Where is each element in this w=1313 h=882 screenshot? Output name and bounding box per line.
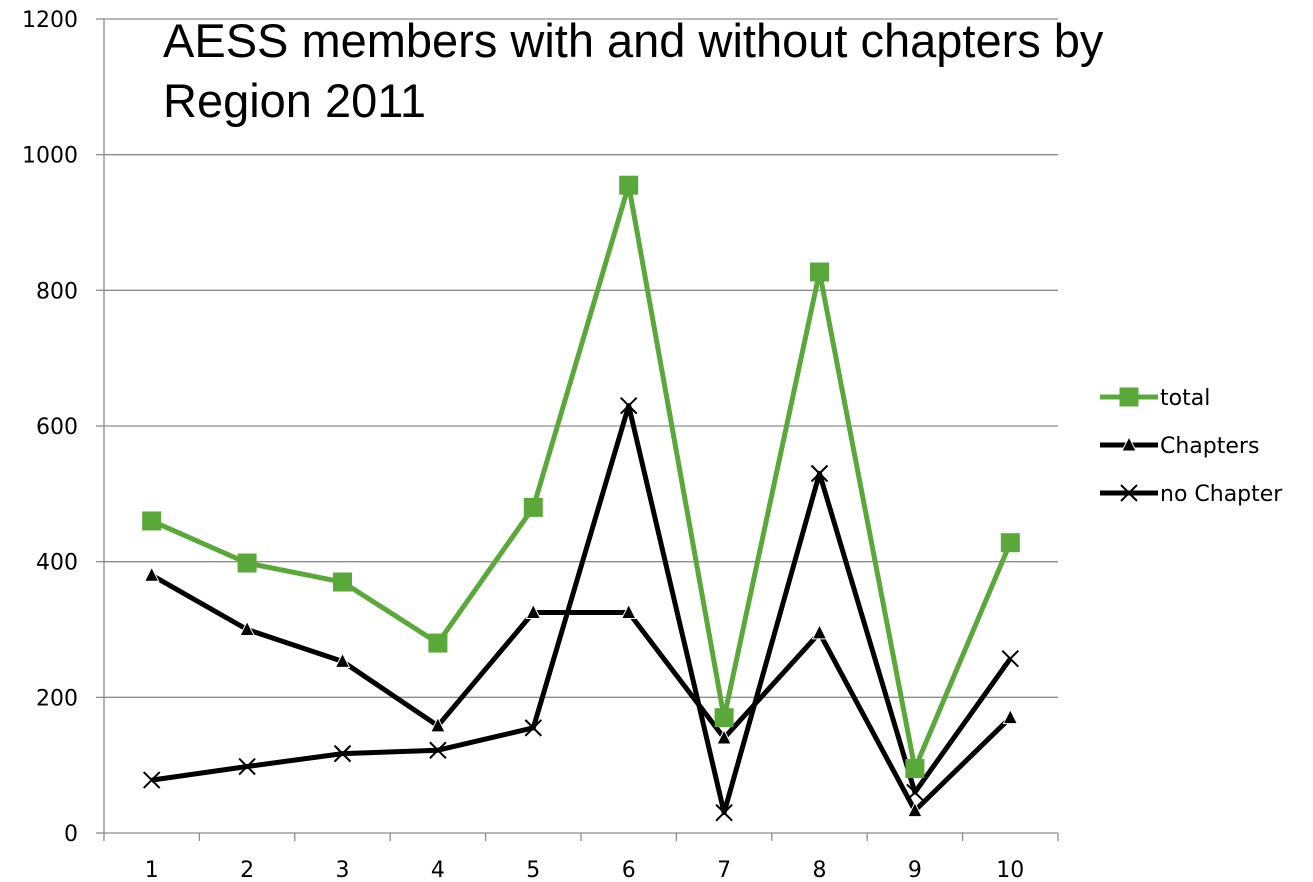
- data-point: [1001, 649, 1020, 668]
- data-point: [523, 497, 543, 517]
- data-point: [333, 572, 352, 592]
- legend-label: no Chapter: [1160, 482, 1283, 507]
- data-point: [905, 759, 925, 779]
- legend-label: total: [1160, 386, 1210, 411]
- x-tick-label: 6: [622, 858, 636, 882]
- x-tick-label: 1: [145, 858, 159, 882]
- data-point: [810, 262, 829, 282]
- chart-title-line-1: AESS members with and without chapters b…: [163, 14, 1104, 67]
- data-point: [143, 566, 160, 582]
- chart-title-line-2: Region 2011: [163, 74, 426, 127]
- data-point: [907, 801, 923, 818]
- data-point: [715, 803, 733, 822]
- legend-label: Chapters: [1160, 434, 1259, 459]
- series-chapters: [143, 566, 1019, 818]
- data-point: [239, 620, 255, 636]
- x-tick-label: 8: [813, 858, 827, 882]
- data-point: [429, 741, 447, 759]
- data-point: [619, 396, 638, 415]
- data-point: [142, 771, 161, 789]
- x-tick-label: 2: [240, 858, 254, 882]
- data-point: [810, 464, 829, 483]
- data-point: [333, 744, 352, 763]
- y-tick-label: 400: [36, 551, 78, 576]
- legend-marker: [1120, 484, 1138, 502]
- x-tick-label: 4: [431, 858, 445, 882]
- data-point: [1002, 708, 1019, 725]
- y-tick-label: 200: [36, 686, 78, 711]
- series-no-chapter: [142, 396, 1020, 822]
- data-point: [142, 511, 162, 531]
- y-tick-label: 600: [36, 415, 78, 440]
- data-point: [811, 623, 828, 640]
- x-tick-label: 9: [908, 858, 922, 882]
- x-tick-label: 10: [996, 858, 1024, 882]
- series-line: [150, 573, 1013, 814]
- data-point: [619, 175, 639, 195]
- series-line: [151, 403, 1013, 816]
- y-axis-ticks: 0 200 400 600 800 1000 1200: [22, 8, 104, 847]
- data-point: [237, 553, 257, 573]
- data-point: [428, 633, 448, 653]
- data-point: [1000, 533, 1020, 553]
- chart-title: AESS members with and without chapters b…: [163, 14, 1104, 127]
- y-tick-label: 0: [64, 822, 78, 847]
- data-point: [714, 708, 734, 728]
- data-point: [525, 603, 542, 620]
- series-total: [142, 175, 1020, 779]
- data-point: [524, 719, 543, 737]
- x-tick-label: 5: [526, 858, 540, 882]
- legend-item: no Chapter: [1100, 482, 1283, 507]
- y-tick-label: 1200: [22, 8, 78, 33]
- y-tick-label: 800: [36, 279, 78, 304]
- legend-marker: [1121, 435, 1137, 452]
- x-tick-label: 7: [717, 858, 731, 882]
- series-line: [150, 182, 1013, 772]
- legend-item: Chapters: [1100, 434, 1259, 459]
- data-point: [334, 652, 351, 668]
- series-group: [142, 175, 1020, 822]
- legend-item: total: [1100, 386, 1210, 411]
- legend: total Chapters no Chapter: [1100, 386, 1283, 507]
- y-tick-label: 1000: [22, 144, 78, 169]
- data-point: [620, 603, 637, 620]
- data-point: [238, 757, 256, 776]
- data-point: [430, 716, 446, 733]
- data-point: [716, 728, 732, 745]
- legend-marker: [1119, 387, 1139, 407]
- x-axis-ticks: 1 2 3 4 5 6 7 8 9 10: [103, 833, 1059, 882]
- x-tick-label: 3: [336, 858, 350, 882]
